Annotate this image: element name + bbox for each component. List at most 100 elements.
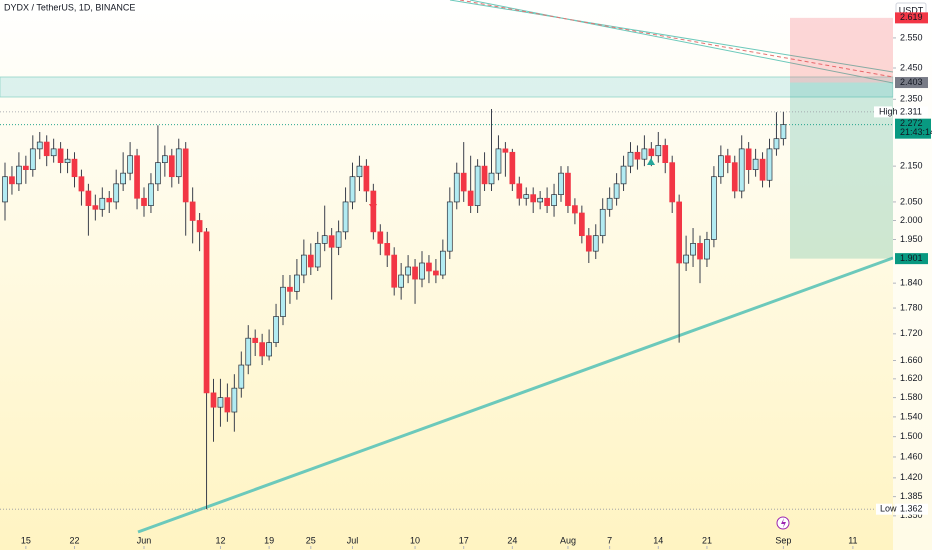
candle-up: [294, 274, 300, 292]
x-tick-label: 7: [607, 535, 612, 545]
y-tick-label: 2.150: [900, 161, 923, 171]
zone: [0, 76, 894, 98]
candle-down: [23, 165, 29, 170]
candle-down: [384, 243, 391, 256]
candle-up: [217, 397, 224, 408]
candle-up: [627, 151, 634, 167]
y-tick-label: 1.500: [900, 431, 923, 441]
candle-up: [398, 274, 404, 288]
candle-up: [599, 208, 606, 237]
candle-down: [259, 342, 265, 357]
y-tick-label: 2.450: [900, 62, 923, 72]
candle-down: [9, 176, 15, 185]
candle-down: [412, 266, 418, 280]
candle-up: [36, 141, 43, 150]
currency: USDT: [899, 5, 924, 15]
candle-down: [307, 254, 314, 268]
last-price: 2.272: [900, 118, 923, 128]
candle-down: [210, 392, 217, 408]
candle-down: [433, 270, 439, 276]
y-tick-label: 1.950: [900, 234, 923, 244]
y-tick-label: 2.350: [900, 94, 923, 104]
candle-up: [738, 148, 745, 192]
x-tick-label: Sep: [775, 535, 791, 545]
x-tick-label: 22: [69, 535, 79, 545]
x-tick-label: 14: [653, 535, 663, 545]
candle-up: [766, 148, 773, 181]
x-tick-label: 12: [215, 535, 225, 545]
candle-down: [224, 397, 231, 413]
trendline: [137, 256, 894, 534]
candle-down: [578, 212, 585, 237]
candle-up: [266, 342, 272, 357]
candle-down: [287, 286, 293, 292]
candle-down: [731, 162, 738, 192]
candle-up: [113, 183, 120, 203]
channel-line: [449, 0, 894, 73]
candle-up: [301, 254, 307, 276]
candle-down: [189, 201, 196, 221]
candle-up: [711, 176, 717, 240]
candle-down: [634, 151, 641, 160]
candle-up: [606, 197, 613, 210]
price-badge-label: 2.403: [900, 77, 923, 87]
candle-up: [488, 172, 495, 185]
candle-down: [92, 205, 99, 210]
candle-down: [467, 190, 474, 206]
x-tick-label: 24: [507, 535, 517, 545]
price-badge-label: 2.311: [900, 106, 922, 116]
candle-up: [446, 201, 453, 252]
candle-down: [481, 165, 488, 185]
last-badge: [895, 118, 931, 139]
candle-up: [620, 165, 627, 185]
candle-up: [342, 201, 349, 233]
price-badge: [895, 12, 928, 24]
candle-down: [565, 172, 571, 206]
low-tag: [876, 503, 892, 515]
candle-down: [572, 205, 578, 214]
candle-down: [196, 220, 203, 233]
channel-mid: [459, 0, 894, 78]
candle-up: [16, 165, 22, 185]
candle-up: [238, 364, 245, 389]
y-tick-label: 1.580: [900, 392, 923, 402]
candle-up: [335, 231, 342, 248]
candle-up: [773, 138, 780, 150]
candle-up: [440, 250, 446, 276]
candle-down: [203, 231, 210, 394]
buy-marker: [647, 158, 655, 165]
candle-up: [231, 387, 238, 413]
candle-up: [356, 165, 363, 178]
candle-up: [717, 155, 724, 178]
sell-marker: [369, 204, 377, 211]
candle-up: [474, 165, 481, 206]
y-tick-label: 1.840: [900, 278, 923, 288]
price-badge: [895, 503, 928, 515]
price-badge-label: 1.901: [900, 253, 923, 263]
candle-up: [780, 124, 787, 140]
candle-down: [662, 145, 669, 164]
price-axis: [893, 0, 932, 550]
low-text: Low: [880, 504, 897, 514]
candle-up: [127, 155, 133, 174]
candle-up: [752, 158, 759, 170]
x-tick-label: 19: [264, 535, 274, 545]
x-tick-label: Jun: [137, 535, 152, 545]
candle-down: [106, 197, 113, 203]
y-tick-label: 2.550: [900, 32, 923, 42]
candle-up: [683, 254, 689, 264]
candle-up: [50, 148, 57, 157]
candle-up: [155, 162, 161, 185]
candle-up: [148, 183, 154, 206]
candle-up: [592, 235, 599, 252]
candle-down: [460, 172, 467, 192]
price-badge: [895, 106, 928, 118]
candle-down: [141, 197, 147, 206]
x-tick-label: 10: [410, 535, 420, 545]
candle-down: [252, 337, 259, 343]
candle-down: [426, 262, 432, 272]
candle-up: [655, 145, 662, 157]
y-tick-label: 1.780: [900, 302, 923, 312]
y-tick-label: 2.050: [900, 196, 923, 206]
channel-line: [469, 0, 894, 84]
